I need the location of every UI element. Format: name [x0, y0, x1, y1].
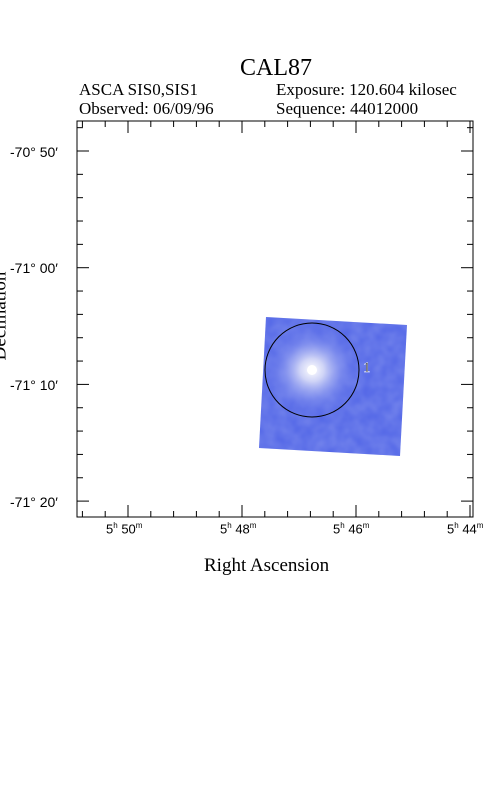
exposure-label: Exposure: 120.604 kilosec [276, 80, 457, 99]
plot-frame [76, 120, 474, 518]
ytick-label: -71° 10′ [10, 377, 58, 393]
sequence-label: Sequence: 44012000 [276, 99, 419, 118]
source-core [307, 365, 317, 375]
ytick-label: -70° 50′ [10, 144, 58, 160]
source-region-circle[interactable] [264, 322, 360, 418]
axis-ticks [77, 121, 473, 517]
x-axis-label: Right Ascension [204, 555, 330, 576]
y-axis-label: Declination [0, 271, 11, 361]
ytick-label: -71° 20′ [10, 494, 58, 510]
source-region-label: 1 [363, 360, 371, 376]
title: CAL87 [240, 55, 312, 81]
ytick-label: -71° 00′ [10, 260, 58, 276]
xtick-label: 5h 46m [333, 521, 370, 537]
xtick-label: 5h 50m [106, 521, 143, 537]
xtick-label: 5h 44m [447, 521, 484, 537]
xtick-label: 5h 48m [220, 521, 257, 537]
exposure-field [259, 317, 407, 456]
instrument-label: ASCA SIS0,SIS1 [79, 80, 199, 99]
observed-label: Observed: 06/09/96 [79, 99, 214, 118]
